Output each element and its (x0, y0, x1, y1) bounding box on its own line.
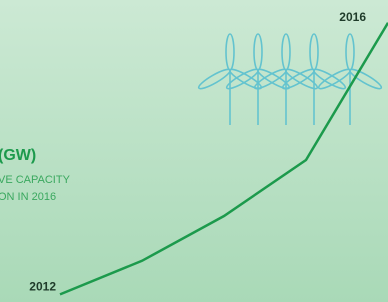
unit-label: (GW) (0, 147, 36, 164)
caption-line: VE CAPACITY (0, 174, 71, 186)
x-label: 2016 (339, 10, 366, 24)
caption-line: ON IN 2016 (0, 191, 56, 203)
x-label: 2012 (29, 280, 56, 294)
background (0, 0, 388, 302)
page: (GW) VE CAPACITY ON IN 2016 20122016 (()… (0, 0, 388, 302)
chart: (GW) VE CAPACITY ON IN 2016 2012 2016 (0, 0, 388, 302)
